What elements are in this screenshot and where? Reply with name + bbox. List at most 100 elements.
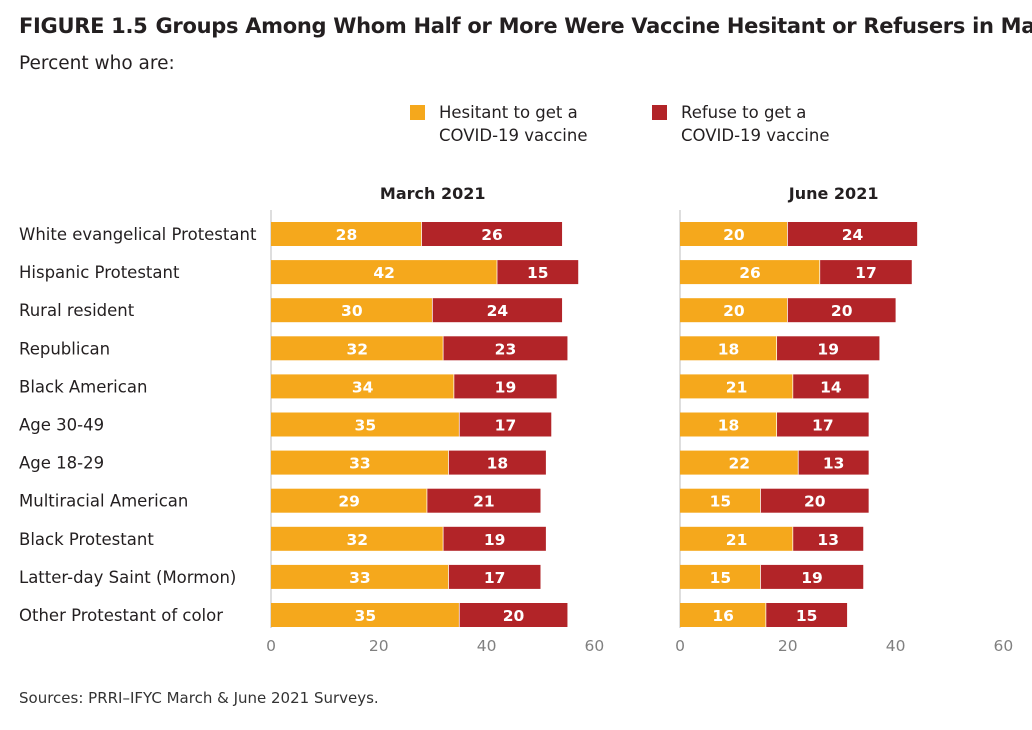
- data-label: 34: [352, 378, 374, 396]
- data-label: 20: [831, 302, 853, 320]
- category-label: Republican: [19, 339, 110, 358]
- category-label: Rural resident: [19, 301, 135, 320]
- x-tick-label: 0: [266, 637, 276, 655]
- bar-hesitant: [680, 526, 794, 551]
- data-label: 19: [817, 340, 839, 358]
- panel-title: March 2021: [380, 184, 486, 203]
- data-label: 20: [723, 302, 745, 320]
- category-label: Age 18-29: [19, 454, 104, 473]
- data-label: 21: [726, 531, 748, 549]
- data-label: 19: [495, 378, 517, 396]
- data-label: 18: [718, 340, 740, 358]
- category-label: Age 30-49: [19, 416, 104, 435]
- legend-swatch-hesitant: [410, 105, 425, 120]
- data-label: 13: [817, 531, 839, 549]
- bar-refuse: [427, 488, 541, 513]
- legend-label-refuse: Refuse to get a COVID-19 vaccine: [681, 101, 829, 147]
- chart-subtitle: Percent who are:: [19, 53, 175, 74]
- bar-hesitant: [680, 336, 778, 361]
- bar-hesitant: [271, 450, 449, 475]
- bar-hesitant: [680, 412, 778, 437]
- data-label: 15: [796, 607, 818, 625]
- data-label: 32: [346, 340, 368, 358]
- legend-label-hesitant-line1: Hesitant to get a: [439, 103, 578, 122]
- source-note: Sources: PRRI–IFYC March & June 2021 Sur…: [19, 689, 379, 707]
- x-tick-label: 20: [778, 637, 798, 655]
- bar-hesitant: [680, 450, 799, 475]
- figure-number: FIGURE 1.5: [19, 14, 148, 38]
- category-label: Black American: [19, 377, 147, 396]
- data-label: 30: [341, 302, 363, 320]
- bar-hesitant: [271, 374, 455, 399]
- bar-hesitant: [680, 222, 788, 246]
- bar-hesitant: [271, 603, 460, 627]
- data-label: 18: [487, 455, 509, 473]
- bar-hesitant: [680, 603, 767, 627]
- bar-refuse: [798, 450, 869, 475]
- bar-refuse: [787, 222, 918, 246]
- data-label: 28: [336, 226, 358, 244]
- x-tick-label: 40: [886, 637, 906, 655]
- x-tick-label: 20: [369, 637, 389, 655]
- bar-refuse: [760, 488, 869, 513]
- data-label: 21: [726, 378, 748, 396]
- data-label: 23: [495, 340, 517, 358]
- data-label: 17: [495, 417, 517, 435]
- bar-refuse: [443, 336, 568, 361]
- category-label: Black Protestant: [19, 530, 154, 549]
- data-label: 17: [812, 417, 834, 435]
- bar-hesitant: [271, 222, 422, 246]
- bar-refuse: [448, 564, 541, 589]
- data-label: 33: [349, 569, 371, 587]
- x-tick-label: 60: [994, 637, 1014, 655]
- data-label: 13: [823, 455, 845, 473]
- category-label: Hispanic Protestant: [19, 263, 180, 282]
- bar-hesitant: [271, 298, 433, 323]
- data-label: 21: [473, 493, 495, 511]
- chart-title: FIGURE 1.5 Groups Among Whom Half or More…: [19, 14, 1032, 38]
- data-label: 26: [739, 264, 761, 282]
- category-label: Multiracial American: [19, 492, 188, 511]
- bar-refuse: [793, 374, 869, 399]
- category-label: White evangelical Protestant: [19, 225, 257, 244]
- bar-refuse: [448, 450, 546, 475]
- data-label: 24: [842, 226, 864, 244]
- data-label: 15: [527, 264, 549, 282]
- bar-hesitant: [680, 564, 761, 589]
- data-label: 29: [338, 493, 360, 511]
- category-label: Latter-day Saint (Mormon): [19, 568, 236, 587]
- bar-hesitant: [271, 336, 444, 361]
- bar-refuse: [497, 260, 579, 285]
- category-label: Other Protestant of color: [19, 606, 223, 625]
- bar-refuse: [777, 412, 869, 437]
- legend-swatch-refuse: [652, 105, 667, 120]
- bar-refuse: [459, 412, 552, 437]
- x-tick-label: 60: [585, 637, 605, 655]
- bar-refuse: [820, 260, 912, 285]
- data-label: 15: [710, 569, 732, 587]
- bar-refuse: [766, 603, 848, 627]
- data-label: 20: [723, 226, 745, 244]
- data-label: 19: [484, 531, 506, 549]
- bar-hesitant: [271, 412, 460, 437]
- data-label: 33: [349, 455, 371, 473]
- data-label: 14: [820, 378, 842, 396]
- x-tick-label: 40: [477, 637, 497, 655]
- data-label: 17: [484, 569, 506, 587]
- bar-refuse: [760, 564, 864, 589]
- bar-hesitant: [680, 260, 821, 285]
- x-tick-label: 0: [675, 637, 685, 655]
- bar-refuse: [432, 298, 563, 323]
- data-label: 35: [355, 417, 377, 435]
- legend-label-hesitant: Hesitant to get a COVID-19 vaccine: [439, 101, 587, 147]
- data-label: 26: [481, 226, 503, 244]
- data-label: 35: [355, 607, 377, 625]
- bar-refuse: [421, 222, 563, 246]
- bar-hesitant: [680, 488, 761, 513]
- data-label: 19: [801, 569, 823, 587]
- bar-hesitant: [680, 374, 794, 399]
- data-label: 32: [346, 531, 368, 549]
- data-label: 22: [729, 455, 751, 473]
- panel-title: June 2021: [788, 184, 879, 203]
